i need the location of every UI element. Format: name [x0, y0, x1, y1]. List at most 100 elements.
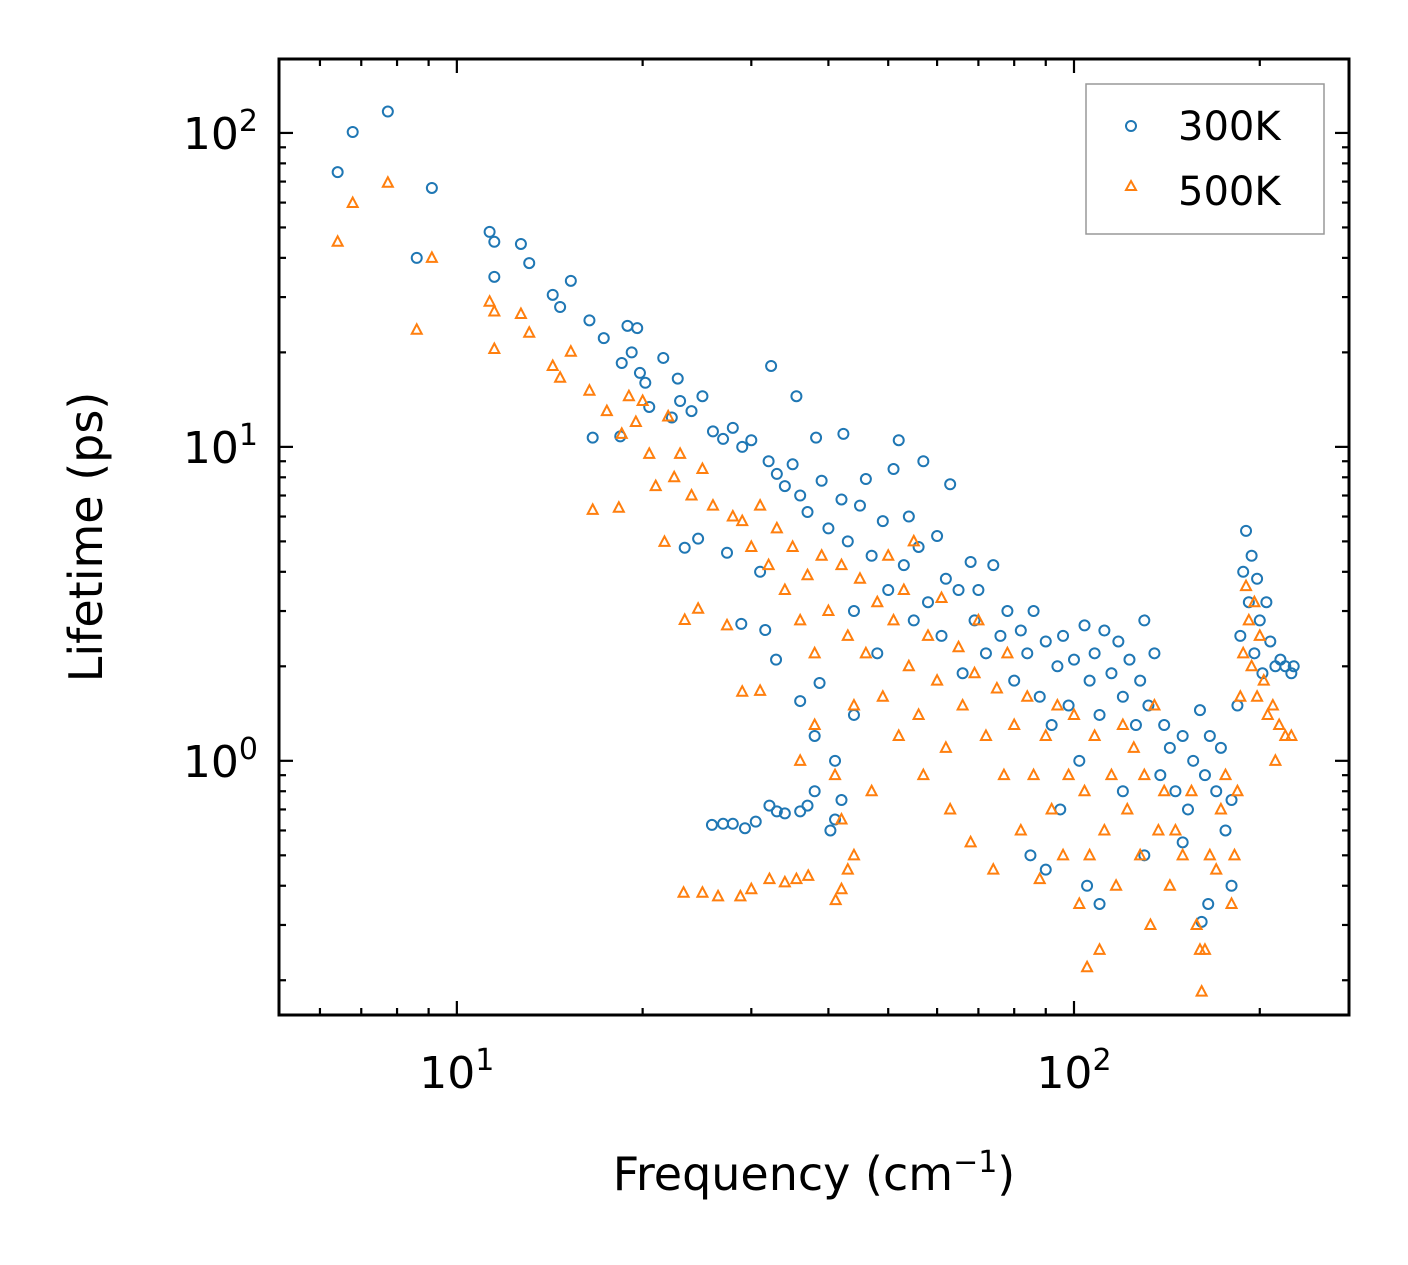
data-point-300k [706, 425, 719, 438]
data-point-300k [1039, 635, 1052, 648]
data-point-500k [761, 557, 776, 571]
data-point-500k [1039, 728, 1053, 741]
data-point-300k [1176, 729, 1189, 742]
data-point-500k [1247, 594, 1262, 608]
data-point-500k [1233, 689, 1247, 702]
data-point-300k [692, 532, 705, 545]
data-point-500k [955, 697, 970, 711]
data-point-500k [793, 612, 807, 626]
data-point-500k [847, 697, 861, 711]
data-point-300k [972, 584, 985, 597]
data-point-500k [1266, 697, 1280, 711]
data-point-300k [1251, 572, 1264, 585]
data-point-500k [1116, 717, 1130, 731]
data-point-500k [841, 628, 855, 641]
data-point-300k [1116, 785, 1129, 798]
data-point-300k [1008, 674, 1021, 687]
data-point-300k [1021, 647, 1034, 660]
data-point-300k [564, 274, 577, 287]
legend-label-500k: 500K [1178, 169, 1282, 215]
data-point-500k [930, 673, 944, 686]
data-point-500k [997, 767, 1011, 781]
y-tick-labels: 100 101 102 [183, 104, 258, 788]
data-point-500k [814, 548, 829, 561]
data-point-300k [665, 411, 678, 424]
data-point-500k [841, 862, 855, 875]
data-point-300k [897, 559, 910, 572]
data-point-500k [1120, 801, 1134, 815]
data-point-300k [749, 815, 762, 828]
data-point-300k [621, 319, 634, 332]
data-point-300k [1260, 596, 1273, 609]
data-point-500k [1176, 847, 1190, 861]
series-500k [331, 175, 1299, 997]
data-point-300k [1014, 624, 1027, 637]
data-point-300k [835, 794, 848, 807]
data-point-300k [488, 270, 501, 283]
data-point-500k [1268, 753, 1283, 766]
data-point-500k [657, 534, 672, 547]
data-point-500k [600, 403, 614, 417]
data-point-500k [986, 862, 1000, 875]
data-point-500k [800, 567, 815, 581]
data-point-500k [720, 617, 734, 631]
data-point-500k [615, 426, 629, 439]
data-point-500k [834, 557, 849, 571]
data-point-300k [738, 822, 751, 835]
data-point-500k [691, 601, 705, 614]
data-point-500k [859, 645, 873, 659]
data-point-500k [706, 497, 720, 511]
data-point-500k [642, 446, 656, 459]
data-point-300k [1045, 719, 1058, 732]
data-point-300k [887, 463, 900, 476]
data-point-300k [907, 614, 920, 627]
data-point-500k [1230, 783, 1245, 797]
data-point-300k [808, 785, 821, 798]
data-point-300k [514, 237, 527, 250]
data-point-500k [828, 767, 842, 781]
data-point-300k [801, 799, 814, 812]
data-point-500k [487, 341, 501, 355]
data-point-500k [1087, 728, 1102, 741]
data-point-300k [837, 427, 850, 440]
data-point-500k [1272, 717, 1286, 731]
data-point-500k [902, 658, 916, 672]
data-point-500k [951, 639, 966, 653]
data-point-500k [1080, 959, 1094, 973]
data-point-300k [1039, 863, 1052, 876]
data-point-300k [952, 584, 965, 597]
data-point-500k [1253, 628, 1267, 641]
data-point-300k [1253, 614, 1266, 627]
data-point-500k [1007, 717, 1021, 731]
data-point-300k [770, 653, 783, 666]
data-point-300k [1198, 769, 1211, 782]
data-point-300k [1154, 769, 1167, 782]
data-point-500k [1000, 645, 1015, 659]
data-point-300k [865, 549, 878, 562]
data-point-300k [939, 572, 952, 585]
data-point-500k [1061, 767, 1076, 781]
data-point-300k [597, 332, 610, 345]
data-point-500k [514, 306, 528, 320]
data-point-300k [1264, 635, 1277, 648]
data-point-500k [1194, 983, 1209, 997]
data-point-300k [745, 434, 758, 447]
data-point-500k [916, 767, 930, 781]
data-point-500k [546, 358, 560, 371]
data-point-500k [684, 487, 699, 501]
data-point-500k [762, 871, 777, 885]
data-point-500k [1242, 612, 1256, 626]
data-point-300k [1093, 708, 1106, 721]
data-point-300k [917, 455, 930, 468]
data-point-300k [770, 467, 783, 480]
data-point-500k [1218, 767, 1233, 781]
data-point-500k [1261, 707, 1275, 720]
data-point-300k [1062, 699, 1075, 712]
data-point-500k [853, 571, 867, 584]
data-point-300k [1214, 741, 1227, 754]
legend-marker-500k [1124, 178, 1138, 191]
data-point-500k [635, 393, 650, 407]
data-point-300k [1169, 785, 1182, 798]
data-point-300k [778, 480, 791, 493]
data-point-500k [1072, 896, 1086, 909]
